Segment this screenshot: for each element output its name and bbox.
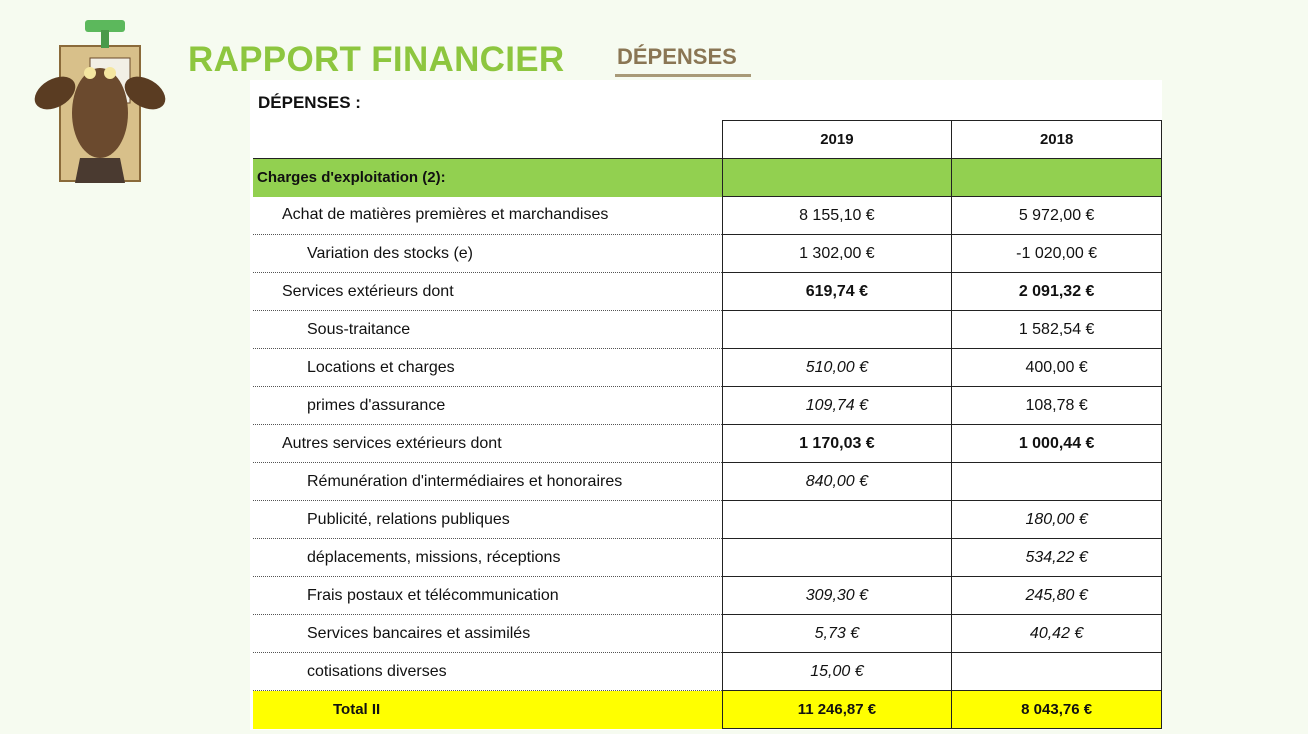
table-heading: DÉPENSES : [258,93,361,112]
column-header: 2019 [721,120,953,159]
row-label: Variation des stocks (e) [307,244,473,262]
row-label-cell: Sous-traitance [253,310,723,349]
total-value: 8 043,76 € [951,690,1162,729]
section-label: Charges d'exploitation (2): [253,158,723,197]
data-row: Achat de matières premières et marchandi… [253,196,1162,235]
data-row: primes d'assurance 109,74 €108,78 € [253,386,1162,425]
value-cell: 180,00 € [951,500,1162,539]
value-cell: 1 000,44 € [951,424,1162,463]
row-label-cell: Variation des stocks (e) [253,234,723,273]
data-row: Autres services extérieurs dont 1 170,03 … [253,424,1162,463]
total-row: Total II 11 246,87 €8 043,76 € [253,690,1162,729]
data-row: Publicité, relations publiques 180,00 € [253,500,1162,539]
value-cell: 109,74 € [721,386,953,425]
data-row: Locations et charges 510,00 €400,00 € [253,348,1162,387]
total-value: 11 246,87 € [721,690,953,729]
cell [253,121,722,159]
value-cell: 534,22 € [951,538,1162,577]
value-cell: 840,00 € [721,462,953,501]
data-row: Sous-traitance 1 582,54 € [253,310,1162,349]
value-cell: 1 582,54 € [951,310,1162,349]
row-label-cell: primes d'assurance [253,386,723,425]
value-cell [721,500,953,539]
row-label-cell: Publicité, relations publiques [253,500,723,539]
row-label-cell: cotisations diverses [253,652,723,691]
row-label: Autres services extérieurs dont [282,434,502,452]
row-label-cell: Frais postaux et télécommunication [253,576,723,615]
data-row: Services extérieurs dont 619,74 €2 091,32… [253,272,1162,311]
data-row: Variation des stocks (e) 1 302,00 € -1 020… [253,234,1162,273]
value-cell: 5 972,00 € [951,196,1162,235]
subtitle: DÉPENSES [615,44,751,77]
row-label-cell: Achat de matières premières et marchandi… [253,196,723,235]
row-label: Sous-traitance [307,320,411,338]
row-label: Achat de matières premières et marchandi… [282,206,609,224]
row-label: cotisations diverses [307,662,447,680]
row-label: Services extérieurs dont [282,282,454,300]
row-label: primes d'assurance [307,396,446,414]
data-row: Frais postaux et télécommunication 309,30… [253,576,1162,615]
header-row: 2019 2018 [253,120,1162,159]
value-cell [721,538,953,577]
row-label: déplacements, missions, réceptions [307,548,561,566]
value-cell: 245,80 € [951,576,1162,615]
value-cell: 8 155,10 € [721,196,953,235]
row-label: Publicité, relations publiques [307,510,510,528]
row-label: Services bancaires et assimilés [307,624,531,642]
row-label-cell: déplacements, missions, réceptions [253,538,723,577]
row-label: Frais postaux et télécommunication [307,586,559,604]
data-row: Rémunération d'intermédiaires et honorai… [253,462,1162,501]
table-panel: DÉPENSES : 2019 2018 Charges d'exploitatio… [250,80,1162,730]
value-cell [951,462,1162,501]
value-cell [721,310,953,349]
row-label-cell: Autres services extérieurs dont [253,424,723,463]
value-cell: 1 302,00 € [721,234,953,273]
value-cell: -1 020,00 € [951,234,1162,273]
value-cell: 2 091,32 € [951,272,1162,311]
data-row: cotisations diverses 15,00 € [253,652,1162,691]
value-cell: 5,73 € [721,614,953,653]
row-label: Rémunération d'intermédiaires et honorai… [307,472,623,490]
total-label: Total II [253,690,723,729]
value-cell: 619,74 € [721,272,953,311]
row-label: Locations et charges [307,358,455,376]
value-cell: 400,00 € [951,348,1162,387]
row-label-cell: Rémunération d'intermédiaires et honorai… [253,462,723,501]
title: RAPPORT FINANCIER [188,40,565,79]
value-cell: 1 170,03 € [721,424,953,463]
value-cell: 40,42 € [951,614,1162,653]
value-cell: 15,00 € [721,652,953,691]
cell [951,158,1162,197]
expenses-table: 2019 2018 Charges d'exploitation (2): Achat… [253,120,1162,729]
row-label-cell: Locations et charges [253,348,723,387]
row-label-cell: Services extérieurs dont [253,272,723,311]
value-cell: 510,00 € [721,348,953,387]
cell [721,158,953,197]
owl-logo [34,20,166,183]
data-row: déplacements, missions, réceptions 534,22… [253,538,1162,577]
value-cell [951,652,1162,691]
row-label-cell: Services bancaires et assimilés [253,614,723,653]
data-row: Services bancaires et assimilés 5,73 €40,… [253,614,1162,653]
section-row: Charges d'exploitation (2): [253,158,1162,197]
value-cell: 108,78 € [951,386,1162,425]
value-cell: 309,30 € [721,576,953,615]
column-header: 2018 [951,120,1162,159]
